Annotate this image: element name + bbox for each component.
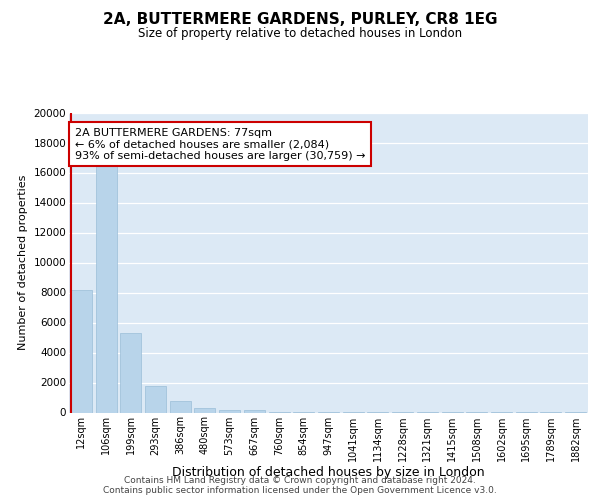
Bar xyxy=(194,408,215,412)
Text: Contains HM Land Registry data © Crown copyright and database right 2024.
Contai: Contains HM Land Registry data © Crown c… xyxy=(103,476,497,495)
Bar xyxy=(71,290,92,412)
Text: 2A BUTTERMERE GARDENS: 77sqm
← 6% of detached houses are smaller (2,084)
93% of : 2A BUTTERMERE GARDENS: 77sqm ← 6% of det… xyxy=(74,128,365,160)
Y-axis label: Number of detached properties: Number of detached properties xyxy=(18,175,28,350)
Bar xyxy=(95,165,116,412)
X-axis label: Distribution of detached houses by size in London: Distribution of detached houses by size … xyxy=(172,466,485,479)
Text: Size of property relative to detached houses in London: Size of property relative to detached ho… xyxy=(138,28,462,40)
Bar xyxy=(145,386,166,412)
Bar xyxy=(219,410,240,412)
Text: 2A, BUTTERMERE GARDENS, PURLEY, CR8 1EG: 2A, BUTTERMERE GARDENS, PURLEY, CR8 1EG xyxy=(103,12,497,28)
Bar xyxy=(120,333,141,412)
Bar xyxy=(170,400,191,412)
Bar xyxy=(244,410,265,412)
